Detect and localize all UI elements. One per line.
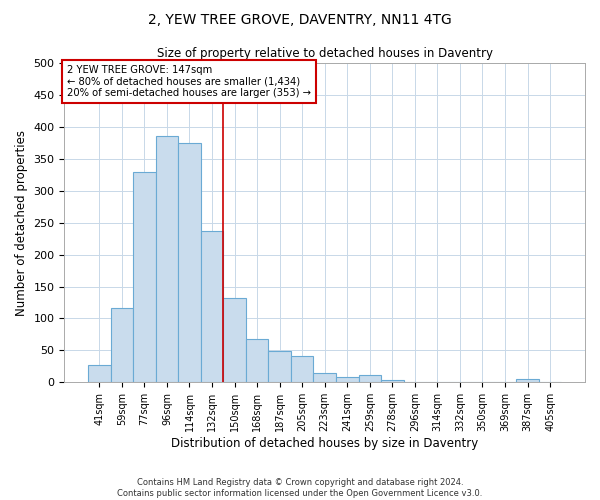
Bar xyxy=(268,351,291,382)
Bar xyxy=(110,308,133,382)
Text: 2, YEW TREE GROVE, DAVENTRY, NN11 4TG: 2, YEW TREE GROVE, DAVENTRY, NN11 4TG xyxy=(148,12,452,26)
Bar xyxy=(313,373,336,382)
Bar xyxy=(381,380,404,382)
Bar xyxy=(336,377,359,382)
Bar xyxy=(201,231,223,382)
Bar xyxy=(88,365,110,382)
Y-axis label: Number of detached properties: Number of detached properties xyxy=(15,130,28,316)
Bar xyxy=(291,356,313,382)
Bar xyxy=(516,378,539,382)
Text: Contains HM Land Registry data © Crown copyright and database right 2024.
Contai: Contains HM Land Registry data © Crown c… xyxy=(118,478,482,498)
Bar xyxy=(155,136,178,382)
Bar xyxy=(178,143,201,382)
Bar xyxy=(223,298,246,382)
X-axis label: Distribution of detached houses by size in Daventry: Distribution of detached houses by size … xyxy=(171,437,478,450)
Bar xyxy=(359,376,381,382)
Bar xyxy=(133,172,155,382)
Bar xyxy=(246,339,268,382)
Title: Size of property relative to detached houses in Daventry: Size of property relative to detached ho… xyxy=(157,48,493,60)
Text: 2 YEW TREE GROVE: 147sqm
← 80% of detached houses are smaller (1,434)
20% of sem: 2 YEW TREE GROVE: 147sqm ← 80% of detach… xyxy=(67,64,311,98)
